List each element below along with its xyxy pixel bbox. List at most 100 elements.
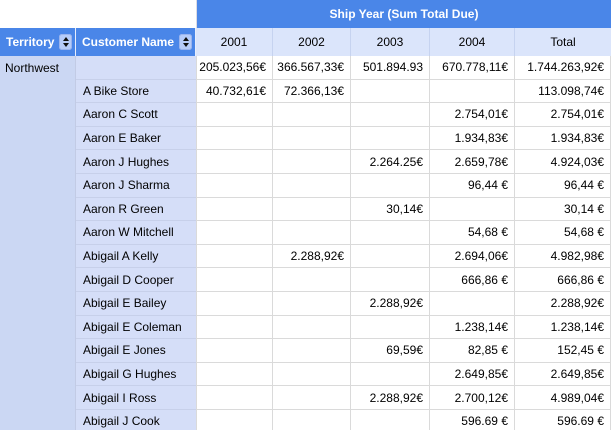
period-header-bar: 2001 2002 2003 2004 Total [196, 28, 611, 56]
value-cell-2003 [351, 409, 430, 430]
year-column-header-2002: 2002 [273, 28, 351, 56]
value-cell-2004: 1.934,83€ [430, 126, 515, 151]
value-cell-2004: 2.694,06€ [430, 244, 515, 269]
year-column-header-2001: 2001 [196, 28, 273, 56]
value-cell-2001 [196, 150, 273, 174]
value-cell-2001 [196, 197, 273, 222]
value-cell-2002 [273, 150, 351, 174]
value-cell-2002 [273, 268, 351, 292]
sort-desc-arrow-icon [62, 43, 69, 47]
table-row: Aaron C Scott 2.754,01€ 2.754,01€ [76, 103, 611, 127]
customer-name-cell: Abigail G Hughes [76, 362, 196, 387]
territory-header-label: Territory [6, 35, 55, 49]
territory-group-label: Northwest [5, 60, 60, 75]
value-cell-2001 [196, 339, 273, 363]
value-cell-2004: 2.700,12€ [430, 386, 515, 410]
value-cell-2003 [351, 103, 430, 127]
value-cell-2002 [273, 126, 351, 151]
value-cell-2003: 2.288,92€ [351, 291, 430, 316]
value-cell-2004: 2.659,78€ [430, 150, 515, 174]
customer-header-label: Customer Name [82, 35, 175, 49]
value-cell-2002: 2.288,92€ [273, 244, 351, 269]
territory-column-header[interactable]: Territory [0, 28, 76, 56]
table-row: Aaron J Hughes 2.264.25€ 2.659,78€ 4.924,03… [76, 150, 611, 174]
value-cell-2001 [196, 362, 273, 387]
customer-name-cell: Abigail A Kelly [76, 244, 196, 269]
value-cell-2002 [273, 103, 351, 127]
value-cell-2002 [273, 197, 351, 222]
value-cell-2003: 69,59€ [351, 339, 430, 363]
value-cell-2001 [196, 103, 273, 127]
value-cell-total: 113.098,74€ [515, 79, 611, 104]
value-cell-2001 [196, 268, 273, 292]
customer-name-cell: A Bike Store [76, 79, 196, 104]
value-cell-2002 [273, 362, 351, 387]
table-row: Abigail A Kelly 2.288,92€ 2.694,06€ 4.982,9… [76, 244, 611, 269]
value-cell-2003: 2.264.25€ [351, 150, 430, 174]
table-row: Aaron E Baker 1.934,83€ 1.934,83€ [76, 126, 611, 151]
value-cell-2001: 40.732,61€ [196, 79, 273, 104]
table-row: Abigail E Coleman 1.238,14€ 1.238,14€ [76, 315, 611, 340]
value-cell-total: 596.69 € [515, 409, 611, 430]
value-cell-2004: 96,44 € [430, 173, 515, 198]
value-cell-2001 [196, 221, 273, 245]
value-cell-2002 [273, 386, 351, 410]
value-cell-2003 [351, 315, 430, 340]
value-cell-2004 [430, 291, 515, 316]
value-cell-2001 [196, 126, 273, 151]
value-cell-2002 [273, 339, 351, 363]
table-row: A Bike Store 40.732,61€ 72.366,13€ 113.098,… [76, 79, 611, 104]
value-cell-2003: 501.894.93 [351, 56, 430, 80]
value-cell-2002: 366.567,33€ [273, 56, 351, 80]
value-cell-total: 1.934,83€ [515, 126, 611, 151]
ship-year-banner: Ship Year (Sum Total Due) [196, 0, 611, 28]
value-cell-total: 1.238,14€ [515, 315, 611, 340]
value-cell-total: 96,44 € [515, 173, 611, 198]
table-row: Abigail J Cook 596.69 €596.69 € [76, 409, 611, 430]
customer-name-cell: Abigail J Cook [76, 409, 196, 430]
table-row: Abigail E Bailey 2.288,92€ 2.288,92€ [76, 291, 611, 316]
table-row: Abigail E Jones 69,59€ 82,85 €152,45 € [76, 339, 611, 363]
value-cell-2004: 2.649,85€ [430, 362, 515, 387]
value-cell-2002 [273, 291, 351, 316]
value-cell-2003 [351, 221, 430, 245]
customer-name-cell: Abigail E Bailey [76, 291, 196, 316]
value-cell-2004 [430, 79, 515, 104]
table-row: Abigail D Cooper 666,86 €666,86 € [76, 268, 611, 292]
value-cell-2003 [351, 126, 430, 151]
value-cell-total: 1.744.263,92€ [515, 56, 611, 80]
sort-up-down-icon[interactable] [179, 34, 192, 50]
sort-up-down-icon[interactable] [59, 34, 72, 50]
value-cell-2001 [196, 244, 273, 269]
customer-name-cell: Aaron J Hughes [76, 150, 196, 174]
value-cell-2004: 666,86 € [430, 268, 515, 292]
customer-name-cell: Aaron J Sharma [76, 173, 196, 198]
value-cell-2004 [430, 197, 515, 222]
value-cell-2001 [196, 409, 273, 430]
total-column-header: Total [550, 35, 576, 49]
customer-name-cell: Abigail D Cooper [76, 268, 196, 292]
value-cell-total: 666,86 € [515, 268, 611, 292]
value-cell-2001 [196, 386, 273, 410]
sort-desc-arrow-icon [182, 43, 189, 47]
value-cell-2003: 2.288,92€ [351, 386, 430, 410]
value-cell-total: 4.989,04€ [515, 386, 611, 410]
customer-name-cell: Abigail I Ross [76, 386, 196, 410]
value-cell-total: 4.982,98€ [515, 244, 611, 269]
value-cell-total: 30,14 € [515, 197, 611, 222]
value-cell-2004: 82,85 € [430, 339, 515, 363]
table-row: Abigail I Ross 2.288,92€ 2.700,12€ 4.989,04… [76, 386, 611, 410]
value-cell-total: 2.649,85€ [515, 362, 611, 387]
value-cell-2003 [351, 244, 430, 269]
value-cell-2002 [273, 409, 351, 430]
customer-name-cell: Abigail E Coleman [76, 315, 196, 340]
table-row: Aaron W Mitchell 54,68 €54,68 € [76, 221, 611, 245]
year-column-header-2004: 2004 [430, 28, 515, 56]
year-column-header-2003: 2003 [351, 28, 430, 56]
table-row: Aaron J Sharma 96,44 €96,44 € [76, 173, 611, 198]
value-cell-2002 [273, 315, 351, 340]
value-cell-2004: 54,68 € [430, 221, 515, 245]
customer-name-cell: Aaron E Baker [76, 126, 196, 151]
customer-name-column-header[interactable]: Customer Name [76, 28, 196, 56]
